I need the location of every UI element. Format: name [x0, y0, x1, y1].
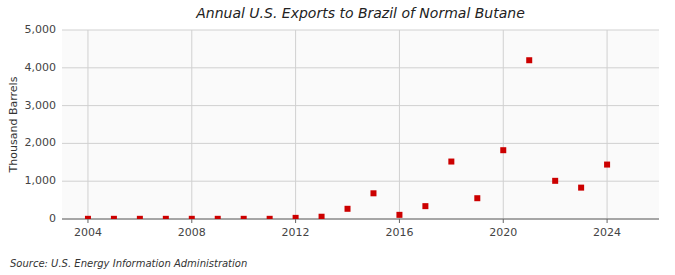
grid-line: [62, 181, 659, 182]
point: [293, 215, 299, 219]
grid-line: [62, 30, 659, 31]
point: [448, 159, 454, 165]
annotation: Source: U.S. Energy Information Administ…: [10, 258, 247, 269]
chart: 01,0002,0003,0004,0005,00020042008201220…: [0, 0, 675, 275]
tick-label: 2,000: [25, 136, 57, 149]
point: [370, 190, 376, 196]
tick-label: 4,000: [25, 61, 57, 74]
grid-line: [62, 67, 659, 68]
tick-label: 2016: [385, 226, 413, 239]
point: [345, 206, 351, 212]
tick-label: 1,000: [25, 174, 57, 187]
point: [526, 57, 532, 63]
tick-label: 5,000: [25, 23, 57, 36]
tick-label: 3,000: [25, 99, 57, 112]
tick-mark: [503, 219, 504, 223]
point: [189, 216, 195, 219]
point: [163, 216, 169, 219]
point: [85, 216, 91, 219]
point: [474, 195, 480, 201]
x-axis: 2004 2008 2012 2016 2020 2024: [74, 30, 621, 239]
tick-label: 2008: [178, 226, 206, 239]
point: [111, 216, 117, 219]
point: [319, 214, 325, 219]
tick-label: 2020: [489, 226, 517, 239]
grid-line: [295, 30, 296, 219]
grid-line: [399, 30, 400, 219]
tick-mark: [607, 219, 608, 223]
grid-line: [191, 30, 192, 219]
grid-line: [62, 143, 659, 144]
point: [241, 216, 247, 219]
point: [552, 178, 558, 184]
grid-line: [87, 30, 88, 219]
tick-mark: [87, 219, 88, 223]
grid-line: [62, 105, 659, 106]
point: [500, 147, 506, 153]
x-axis-line: [62, 219, 659, 220]
tick-label: 2012: [282, 226, 310, 239]
title: Annual U.S. Exports to Brazil of Normal …: [195, 5, 525, 21]
point: [604, 162, 610, 168]
tick-label: 2024: [593, 226, 621, 239]
tick-label: 0: [49, 212, 56, 225]
point: [215, 216, 221, 219]
grid-line: [62, 219, 659, 220]
points: [85, 57, 610, 219]
y-axis-label: Thousand Barrels: [7, 76, 20, 173]
tick-mark: [295, 219, 296, 223]
tick-label: 2004: [74, 226, 102, 239]
point: [267, 216, 273, 219]
point: [578, 185, 584, 191]
point: [396, 212, 402, 218]
point: [422, 203, 428, 209]
tick-mark: [399, 219, 400, 223]
y-axis: 0 1,000 2,000 3,000 4,000 5,000: [25, 23, 660, 225]
tick-mark: [191, 219, 192, 223]
plot-area: [62, 30, 659, 219]
point: [137, 216, 143, 219]
grid-line: [607, 30, 608, 219]
grid-line: [503, 30, 504, 219]
